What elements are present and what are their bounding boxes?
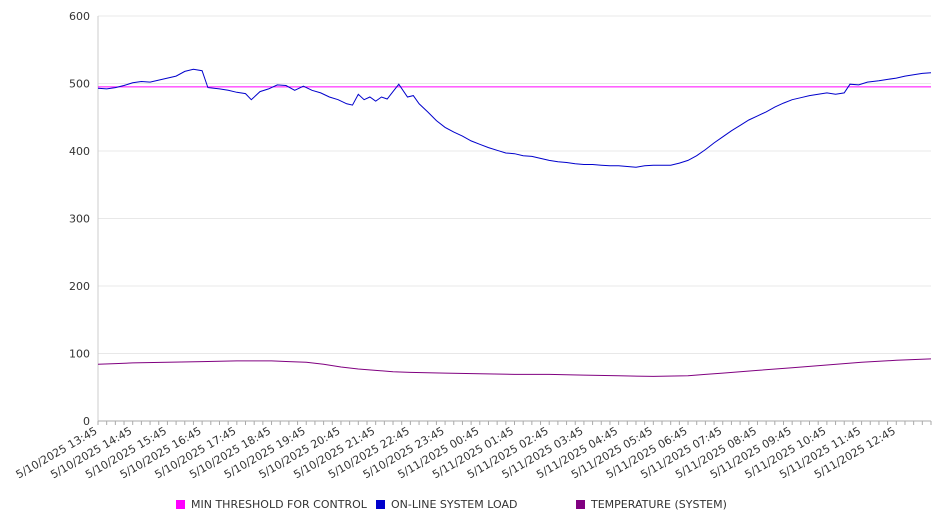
legend-swatch-min-threshold xyxy=(176,500,185,509)
legend-swatch-temperature xyxy=(576,500,585,509)
gridlines xyxy=(98,15,931,354)
legend-label-system-load: ON-LINE SYSTEM LOAD xyxy=(391,498,518,511)
y-tick-label: 300 xyxy=(69,213,90,226)
axes xyxy=(97,16,932,425)
y-tick-label: 0 xyxy=(83,415,90,428)
y-tick-labels: 0 100 200 300 400 500 600 xyxy=(69,10,90,428)
legend-swatch-system-load xyxy=(376,500,385,509)
series-line-1 xyxy=(97,68,932,168)
x-tick-labels: 5/10/2025 13:455/10/2025 14:455/10/2025 … xyxy=(14,424,898,481)
legend-label-min-threshold: MIN THRESHOLD FOR CONTROL xyxy=(191,498,367,511)
legend-item-temperature: TEMPERATURE (SYSTEM) xyxy=(576,498,727,511)
series-line-2 xyxy=(97,358,932,377)
series-lines xyxy=(97,68,932,377)
legend-label-temperature: TEMPERATURE (SYSTEM) xyxy=(591,498,727,511)
legend-item-min-threshold: MIN THRESHOLD FOR CONTROL xyxy=(176,498,367,511)
y-tick-label: 100 xyxy=(69,348,90,361)
y-tick-label: 500 xyxy=(69,78,90,91)
y-tick-label: 200 xyxy=(69,280,90,293)
legend-item-system-load: ON-LINE SYSTEM LOAD xyxy=(376,498,517,511)
legend: MIN THRESHOLD FOR CONTROL ON-LINE SYSTEM… xyxy=(0,498,946,514)
y-tick-label: 600 xyxy=(69,10,90,23)
y-tick-label: 400 xyxy=(69,145,90,158)
